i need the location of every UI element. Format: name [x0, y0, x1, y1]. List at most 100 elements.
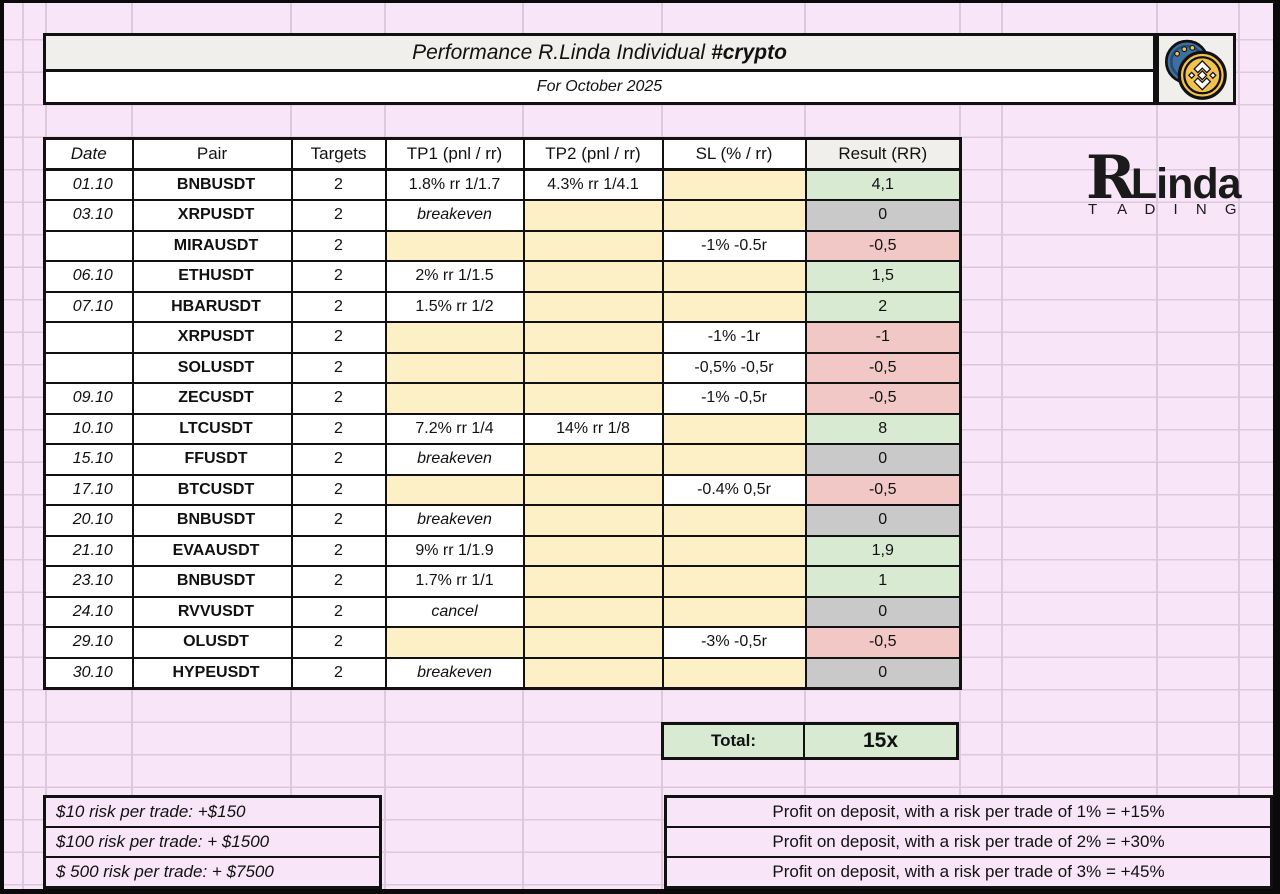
cell-result[interactable]: 1,9 [804, 534, 962, 567]
cell-tp2[interactable] [522, 565, 664, 598]
cell-tp1[interactable] [384, 473, 525, 506]
cell-pair[interactable]: SOLUSDT [131, 351, 293, 384]
cell-tp2[interactable] [522, 290, 664, 323]
cell-date[interactable]: 29.10 [43, 626, 134, 659]
cell-targets[interactable]: 2 [290, 565, 387, 598]
cell-tp2[interactable] [522, 534, 664, 567]
cell-date[interactable]: 09.10 [43, 382, 134, 415]
cell-sl[interactable] [661, 443, 807, 476]
cell-targets[interactable]: 2 [290, 168, 387, 201]
cell-targets[interactable]: 2 [290, 656, 387, 689]
cell-result[interactable]: 0 [804, 443, 962, 476]
header-targets[interactable]: Targets [290, 137, 387, 171]
cell-tp1[interactable]: 7.2% rr 1/4 [384, 412, 525, 445]
cell-tp1[interactable] [384, 382, 525, 415]
cell-date[interactable]: 15.10 [43, 443, 134, 476]
cell-tp2[interactable] [522, 656, 664, 689]
risk-summary-line[interactable]: $10 risk per trade: +$150 [46, 798, 379, 828]
cell-tp2[interactable] [522, 199, 664, 232]
cell-sl[interactable]: -0,5% -0,5r [661, 351, 807, 384]
cell-date[interactable] [43, 351, 134, 384]
cell-targets[interactable]: 2 [290, 504, 387, 537]
cell-pair[interactable]: ETHUSDT [131, 260, 293, 293]
cell-tp1[interactable]: 2% rr 1/1.5 [384, 260, 525, 293]
total-value[interactable]: 15x [862, 729, 899, 752]
cell-tp2[interactable]: 4.3% rr 1/4.1 [522, 168, 664, 201]
cell-tp2[interactable] [522, 504, 664, 537]
cell-targets[interactable]: 2 [290, 229, 387, 262]
cell-date[interactable]: 20.10 [43, 504, 134, 537]
cell-targets[interactable]: 2 [290, 412, 387, 445]
cell-result[interactable]: -1 [804, 321, 962, 354]
risk-summary-line[interactable]: $ 500 risk per trade: + $7500 [46, 858, 379, 886]
cell-result[interactable]: 8 [804, 412, 962, 445]
cell-tp1[interactable] [384, 351, 525, 384]
cell-targets[interactable]: 2 [290, 626, 387, 659]
cell-tp1[interactable]: cancel [384, 595, 525, 628]
cell-targets[interactable]: 2 [290, 351, 387, 384]
cell-result[interactable]: -0,5 [804, 382, 962, 415]
cell-tp1[interactable]: 1.7% rr 1/1 [384, 565, 525, 598]
cell-pair[interactable]: BTCUSDT [131, 473, 293, 506]
cell-tp1[interactable]: 1.8% rr 1/1.7 [384, 168, 525, 201]
cell-sl[interactable]: -1% -0,5r [661, 382, 807, 415]
cell-tp2[interactable] [522, 260, 664, 293]
cell-targets[interactable]: 2 [290, 595, 387, 628]
cell-result[interactable]: 0 [804, 656, 962, 689]
cell-sl[interactable]: -0.4% 0,5r [661, 473, 807, 506]
cell-result[interactable]: -0,5 [804, 473, 962, 506]
cell-targets[interactable]: 2 [290, 382, 387, 415]
cell-targets[interactable]: 2 [290, 290, 387, 323]
cell-pair[interactable]: RVVUSDT [131, 595, 293, 628]
cell-pair[interactable]: EVAAUSDT [131, 534, 293, 567]
cell-pair[interactable]: OLUSDT [131, 626, 293, 659]
cell-targets[interactable]: 2 [290, 260, 387, 293]
risk-summary-line[interactable]: $100 risk per trade: + $1500 [46, 828, 379, 858]
header-pair[interactable]: Pair [131, 137, 293, 171]
profit-summary-line[interactable]: Profit on deposit, with a risk per trade… [667, 828, 1270, 858]
cell-pair[interactable]: XRPUSDT [131, 199, 293, 232]
cell-sl[interactable]: -3% -0,5r [661, 626, 807, 659]
cell-pair[interactable]: BNBUSDT [131, 504, 293, 537]
total-label[interactable]: Total: [664, 725, 805, 757]
cell-result[interactable]: 0 [804, 595, 962, 628]
cell-tp1[interactable] [384, 229, 525, 262]
page-title[interactable]: Performance R.Linda Individual #crypto [46, 36, 1153, 72]
cell-date[interactable]: 07.10 [43, 290, 134, 323]
cell-tp1[interactable] [384, 321, 525, 354]
cell-result[interactable]: 0 [804, 199, 962, 232]
cell-sl[interactable] [661, 168, 807, 201]
cell-tp2[interactable] [522, 321, 664, 354]
cell-pair[interactable]: FFUSDT [131, 443, 293, 476]
cell-pair[interactable]: MIRAUSDT [131, 229, 293, 262]
cell-tp1[interactable]: breakeven [384, 443, 525, 476]
cell-result[interactable]: 1 [804, 565, 962, 598]
cell-targets[interactable]: 2 [290, 473, 387, 506]
header-date[interactable]: Date [43, 137, 134, 171]
cell-tp2[interactable]: 14% rr 1/8 [522, 412, 664, 445]
cell-sl[interactable] [661, 504, 807, 537]
header-result[interactable]: Result (RR) [804, 137, 962, 171]
cell-pair[interactable]: BNBUSDT [131, 168, 293, 201]
cell-tp1[interactable]: 1.5% rr 1/2 [384, 290, 525, 323]
cell-date[interactable] [43, 229, 134, 262]
cell-result[interactable]: 1,5 [804, 260, 962, 293]
cell-date[interactable]: 10.10 [43, 412, 134, 445]
cell-sl[interactable] [661, 656, 807, 689]
cell-date[interactable]: 24.10 [43, 595, 134, 628]
cell-tp2[interactable] [522, 626, 664, 659]
cell-result[interactable]: 2 [804, 290, 962, 323]
cell-tp2[interactable] [522, 382, 664, 415]
cell-tp2[interactable] [522, 351, 664, 384]
cell-sl[interactable] [661, 260, 807, 293]
cell-sl[interactable]: -1% -0.5r [661, 229, 807, 262]
cell-tp1[interactable] [384, 626, 525, 659]
cell-tp2[interactable] [522, 229, 664, 262]
cell-sl[interactable] [661, 199, 807, 232]
cell-tp1[interactable]: breakeven [384, 199, 525, 232]
header-tp1[interactable]: TP1 (pnl / rr) [384, 137, 525, 171]
cell-sl[interactable] [661, 290, 807, 323]
profit-summary-line[interactable]: Profit on deposit, with a risk per trade… [667, 858, 1270, 886]
cell-result[interactable]: 4,1 [804, 168, 962, 201]
profit-summary-line[interactable]: Profit on deposit, with a risk per trade… [667, 798, 1270, 828]
